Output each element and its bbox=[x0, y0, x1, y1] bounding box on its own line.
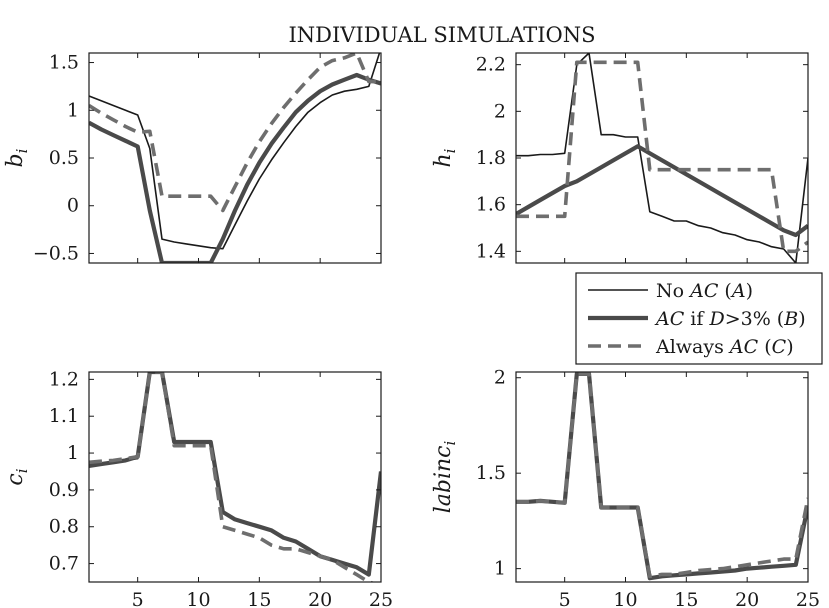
y-axis-label: hi bbox=[431, 148, 459, 167]
series-B-line bbox=[516, 144, 808, 238]
y-tick-label: 1 bbox=[67, 442, 79, 464]
y-tick-label: 1.6 bbox=[476, 194, 506, 216]
legend: No AC (A) AC if D>3% (B) Always AC (C) bbox=[575, 272, 823, 365]
panel-b: −0.5 0 0.5 1 1.5 bi bbox=[3, 52, 382, 264]
y-tick-label: 0.7 bbox=[49, 553, 79, 575]
y-axis-label: bi bbox=[3, 148, 31, 167]
x-tick-label: 20 bbox=[308, 589, 332, 608]
y-tick-label: 0.5 bbox=[49, 147, 79, 169]
y-axis-label-subscript: i bbox=[13, 148, 31, 153]
x-tick-label: 20 bbox=[735, 589, 759, 608]
series-A-line bbox=[89, 372, 381, 576]
y-axis-label: ci bbox=[3, 468, 31, 485]
y-tick-label: 1.2 bbox=[49, 368, 79, 390]
y-axis-label-main: h bbox=[431, 153, 456, 167]
legend-label-C: Always AC (C) bbox=[655, 336, 794, 358]
y-axis-label-subscript: i bbox=[441, 441, 459, 446]
series-C-line bbox=[516, 60, 808, 254]
y-tick-label: 0.8 bbox=[49, 516, 79, 538]
x-tick-label: 25 bbox=[796, 589, 820, 608]
series-B-line bbox=[89, 372, 381, 577]
y-axis-label-main: labinc bbox=[431, 446, 456, 514]
x-tick-label: 10 bbox=[186, 589, 210, 608]
y-axis-label-subscript: i bbox=[441, 148, 459, 153]
y-tick-label: 0.9 bbox=[49, 479, 79, 501]
x-tick-label: 5 bbox=[559, 589, 571, 608]
y-tick-label: 1.5 bbox=[49, 52, 79, 74]
y-axis-label-subscript: i bbox=[13, 468, 31, 473]
series-C-line bbox=[516, 372, 808, 579]
y-tick-label: 2 bbox=[494, 100, 506, 122]
series-A-line bbox=[89, 53, 381, 250]
y-tick-label: −0.5 bbox=[33, 242, 79, 264]
series-B-line bbox=[89, 72, 381, 263]
series-C-line bbox=[89, 372, 376, 582]
y-tick-label: 0 bbox=[67, 195, 79, 217]
series-C-line bbox=[89, 53, 381, 213]
panel-h: 1.4 1.6 1.8 2 2.2 hi bbox=[431, 52, 809, 264]
x-tick-label: 5 bbox=[132, 589, 144, 608]
y-tick-label: 1.8 bbox=[476, 147, 506, 169]
x-tick-label: 25 bbox=[369, 589, 393, 608]
legend-label-A: No AC (A) bbox=[656, 280, 753, 302]
panel-c: 5 10 15 20 25 0.7 0.8 0.9 1 1.1 1.2 ci bbox=[3, 368, 393, 608]
y-tick-label: 1 bbox=[494, 558, 506, 580]
y-axis-label-main: c bbox=[3, 473, 28, 485]
axes-frame bbox=[88, 371, 382, 583]
y-tick-label: 1.1 bbox=[49, 405, 79, 427]
y-tick-label: 1.5 bbox=[476, 462, 506, 484]
y-axis-label-main: b bbox=[3, 153, 28, 167]
x-tick-label: 10 bbox=[613, 589, 637, 608]
panel-labinc: 5 10 15 20 25 1 1.5 2 labinci bbox=[431, 367, 820, 608]
axes-frame bbox=[515, 371, 809, 583]
y-tick-label: 1.4 bbox=[476, 240, 506, 262]
y-tick-label: 2.2 bbox=[476, 54, 506, 76]
series-A-line bbox=[516, 53, 808, 263]
x-tick-label: 15 bbox=[674, 589, 698, 608]
x-tick-label: 15 bbox=[247, 589, 271, 608]
y-tick-label: 1 bbox=[67, 99, 79, 121]
y-tick-label: 2 bbox=[494, 367, 506, 389]
figure-title: INDIVIDUAL SIMULATIONS bbox=[288, 23, 595, 47]
series-B-line bbox=[516, 372, 808, 581]
series-A-line bbox=[516, 373, 808, 580]
legend-label-B: AC if D>3% (B) bbox=[654, 308, 806, 330]
y-axis-label: labinci bbox=[431, 441, 459, 514]
